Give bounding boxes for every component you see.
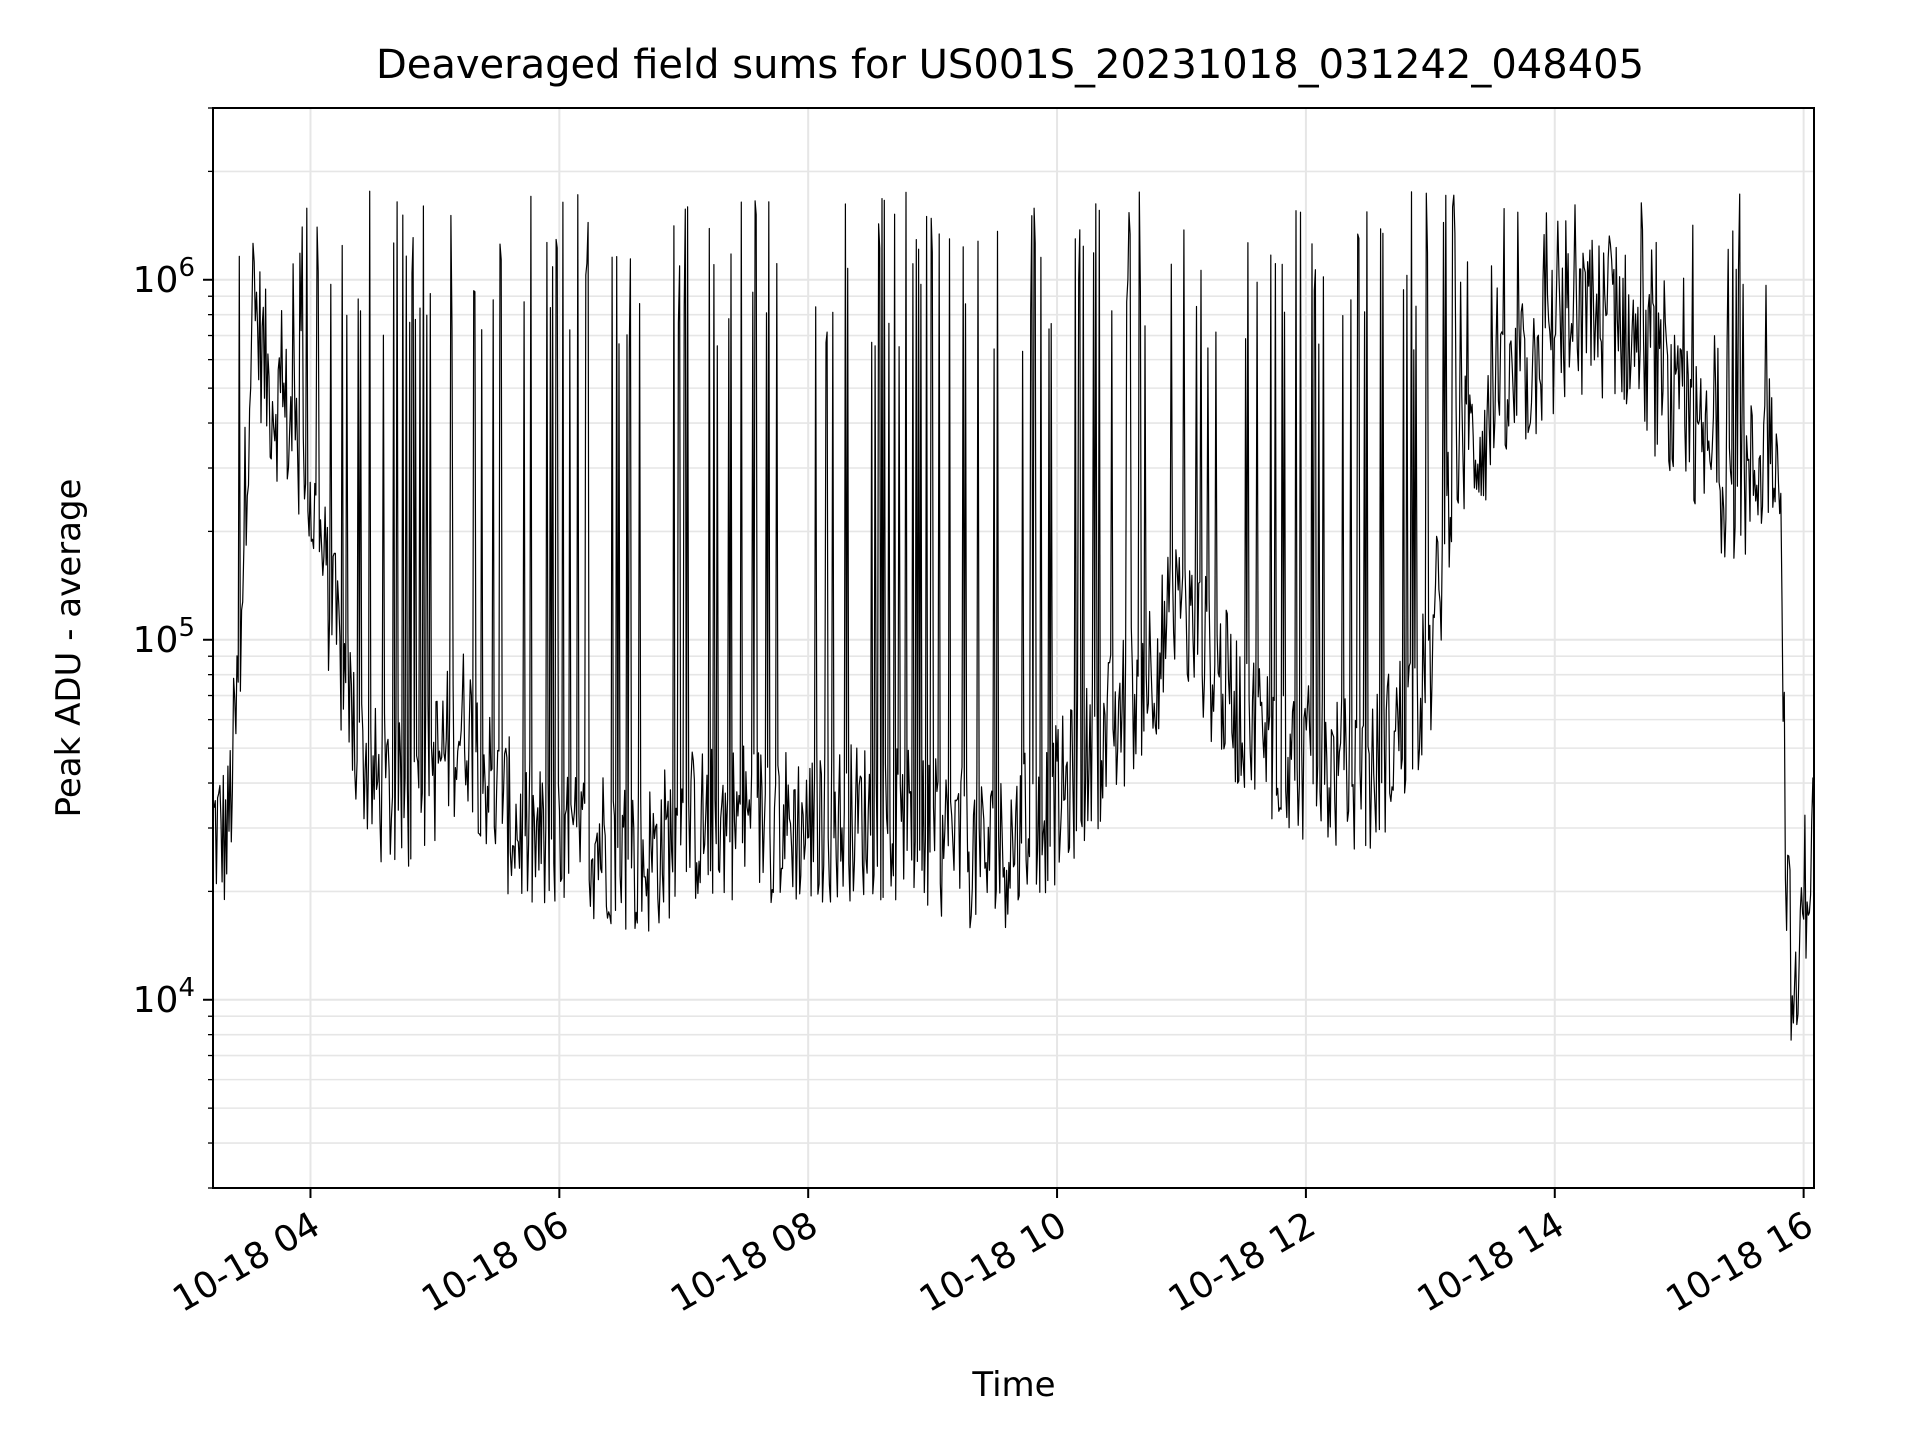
y-tick-exponent: 5 — [178, 613, 195, 643]
y-tick-label: 104 — [133, 973, 195, 1021]
y-axis-label: Peak ADU - average — [49, 479, 89, 818]
y-tick-label: 105 — [133, 613, 195, 661]
y-tick-exponent: 6 — [178, 253, 195, 283]
y-tick-base: 10 — [133, 260, 179, 301]
y-tick-base: 10 — [133, 980, 179, 1021]
x-axis-label: Time — [971, 1365, 1055, 1405]
y-tick-label: 106 — [133, 253, 195, 301]
plot-frame — [212, 107, 1815, 1189]
y-tick-exponent: 4 — [178, 973, 195, 1003]
data-series-line — [212, 190, 1815, 1041]
y-tick-base: 10 — [133, 620, 179, 661]
series-path — [212, 190, 1815, 1041]
chart-title: Deaveraged field sums for US001S_2023101… — [376, 42, 1644, 88]
